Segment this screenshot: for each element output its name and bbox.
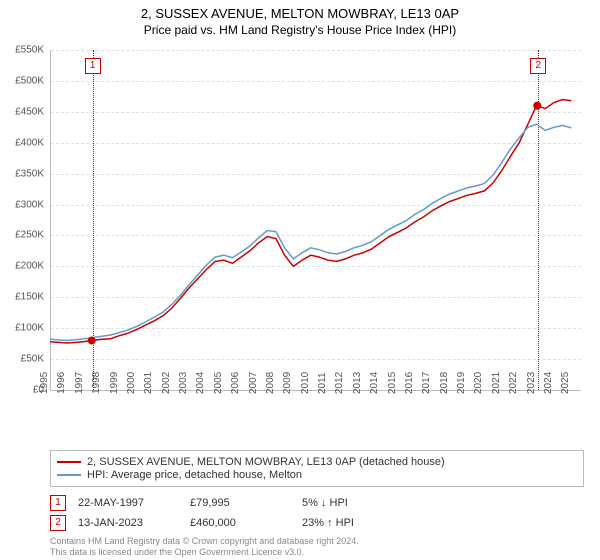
- y-axis-tick-label: £450K: [15, 106, 44, 117]
- series-line: [50, 100, 571, 344]
- footer-attribution: Contains HM Land Registry data © Crown c…: [50, 536, 359, 558]
- x-axis-tick-label: 2014: [369, 372, 380, 394]
- x-axis-tick-label: 2025: [560, 372, 571, 394]
- transaction-price: £460,000: [190, 517, 290, 529]
- x-axis-tick-label: 2004: [195, 372, 206, 394]
- transaction-date: 13-JAN-2023: [78, 517, 178, 529]
- x-axis-tick-label: 2008: [265, 372, 276, 394]
- footer-line2: This data is licensed under the Open Gov…: [50, 547, 359, 558]
- y-axis-tick-label: £100K: [15, 323, 44, 334]
- x-axis-tick-label: 2005: [213, 372, 224, 394]
- x-axis-tick-label: 2023: [526, 372, 537, 394]
- y-axis-tick-label: £150K: [15, 292, 44, 303]
- transaction-point: [88, 337, 96, 345]
- transaction-row: 1 22-MAY-1997 £79,995 5% ↓ HPI: [50, 495, 402, 511]
- x-axis-tick-label: 1995: [39, 372, 50, 394]
- x-axis-tick-label: 2001: [143, 372, 154, 394]
- transaction-marker: 1: [50, 495, 66, 511]
- footer-line1: Contains HM Land Registry data © Crown c…: [50, 536, 359, 547]
- legend-item: HPI: Average price, detached house, Melt…: [57, 469, 577, 481]
- x-axis-tick-label: 2006: [230, 372, 241, 394]
- legend: 2, SUSSEX AVENUE, MELTON MOWBRAY, LE13 0…: [50, 450, 584, 487]
- x-axis-tick-label: 2022: [508, 372, 519, 394]
- reference-marker: 1: [85, 58, 101, 74]
- x-axis-tick-label: 1998: [91, 372, 102, 394]
- y-axis-tick-label: £50K: [21, 354, 44, 365]
- chart-area: £0£50K£100K£150K£200K£250K£300K£350K£400…: [50, 50, 580, 410]
- transaction-point: [533, 102, 541, 110]
- x-axis-tick-label: 2011: [317, 372, 328, 394]
- x-axis-tick-label: 2002: [161, 372, 172, 394]
- x-axis-tick-label: 2021: [491, 372, 502, 394]
- x-axis-tick-label: 2015: [387, 372, 398, 394]
- transaction-pct: 5% ↓ HPI: [302, 497, 402, 509]
- y-axis-tick-label: £300K: [15, 199, 44, 210]
- legend-label: 2, SUSSEX AVENUE, MELTON MOWBRAY, LE13 0…: [87, 456, 445, 468]
- x-axis-tick-label: 2003: [178, 372, 189, 394]
- x-axis-tick-label: 2024: [543, 372, 554, 394]
- transaction-table: 1 22-MAY-1997 £79,995 5% ↓ HPI 2 13-JAN-2023 £…: [50, 495, 402, 535]
- y-axis-tick-label: £250K: [15, 230, 44, 241]
- y-axis-tick-label: £550K: [15, 45, 44, 56]
- x-axis-tick-label: 2018: [439, 372, 450, 394]
- y-axis-tick-label: £500K: [15, 75, 44, 86]
- chart-svg: [50, 50, 580, 390]
- x-axis-tick-label: 1999: [109, 372, 120, 394]
- x-axis-tick-label: 1997: [74, 372, 85, 394]
- transaction-marker: 2: [50, 515, 66, 531]
- series-line: [50, 124, 571, 340]
- y-axis-tick-label: £200K: [15, 261, 44, 272]
- reference-marker: 2: [530, 58, 546, 74]
- x-axis-tick-label: 2012: [334, 372, 345, 394]
- legend-item: 2, SUSSEX AVENUE, MELTON MOWBRAY, LE13 0…: [57, 456, 577, 468]
- transaction-date: 22-MAY-1997: [78, 497, 178, 509]
- chart-title: 2, SUSSEX AVENUE, MELTON MOWBRAY, LE13 0…: [0, 6, 600, 21]
- x-axis-tick-label: 2013: [352, 372, 363, 394]
- x-axis-tick-label: 2009: [282, 372, 293, 394]
- legend-swatch: [57, 474, 81, 476]
- x-axis-tick-label: 2020: [473, 372, 484, 394]
- x-axis-tick-label: 2007: [248, 372, 259, 394]
- transaction-row: 2 13-JAN-2023 £460,000 23% ↑ HPI: [50, 515, 402, 531]
- x-axis-tick-label: 2010: [300, 372, 311, 394]
- x-axis-tick-label: 1996: [56, 372, 67, 394]
- legend-swatch: [57, 461, 81, 463]
- legend-label: HPI: Average price, detached house, Melt…: [87, 469, 302, 481]
- x-axis-tick-label: 2019: [456, 372, 467, 394]
- chart-subtitle: Price paid vs. HM Land Registry's House …: [0, 23, 600, 37]
- transaction-price: £79,995: [190, 497, 290, 509]
- x-axis-tick-label: 2000: [126, 372, 137, 394]
- transaction-pct: 23% ↑ HPI: [302, 517, 402, 529]
- y-axis-tick-label: £350K: [15, 168, 44, 179]
- x-axis-tick-label: 2017: [421, 372, 432, 394]
- x-axis-tick-label: 2016: [404, 372, 415, 394]
- y-axis-tick-label: £400K: [15, 137, 44, 148]
